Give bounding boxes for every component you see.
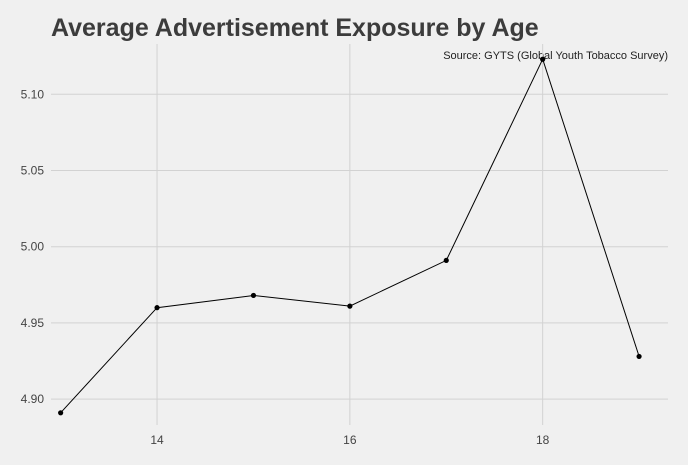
y-tick-label: 5.10 [21,87,45,101]
chart-subtitle: Source: GYTS (Global Youth Tobacco Surve… [443,50,668,62]
x-tick-labels: 14 16 18 [150,433,549,447]
x-tick-label: 18 [536,433,550,447]
y-tick-labels: 4.90 4.95 5.00 5.05 5.10 [21,87,45,406]
y-tick-label: 5.00 [21,240,45,254]
data-point [154,305,160,311]
data-point [58,410,64,416]
data-point [443,257,449,264]
data-point [636,353,642,360]
y-tick-label: 4.90 [21,392,45,406]
x-tick-label: 16 [343,433,357,447]
x-tick-label: 14 [150,433,164,447]
data-point [250,292,257,299]
series-line-group [58,56,642,416]
data-point [540,56,546,62]
grid-lines [51,44,668,425]
chart-title: Average Advertisement Exposure by Age [51,14,539,42]
y-tick-label: 5.05 [21,163,45,177]
data-point [347,303,353,309]
y-tick-label: 4.95 [21,316,45,330]
